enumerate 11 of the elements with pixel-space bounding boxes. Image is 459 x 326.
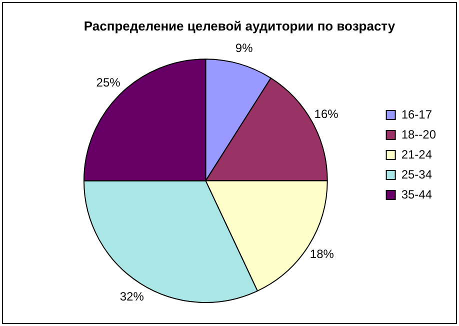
data-label: 18% (310, 246, 334, 261)
legend-label: 35-44 (401, 187, 432, 202)
chart-title: Распределение целевой аудитории по возрасту (84, 18, 396, 34)
data-label: 25% (96, 76, 121, 90)
legend-label: 21-24 (401, 147, 432, 162)
legend-label: 16-17 (401, 107, 432, 122)
data-label: 16% (314, 106, 339, 121)
data-label: 9% (235, 40, 254, 55)
legend-label: 25-34 (401, 167, 432, 182)
data-label: 32% (120, 289, 144, 304)
legend-label: 18--20 (401, 127, 436, 142)
